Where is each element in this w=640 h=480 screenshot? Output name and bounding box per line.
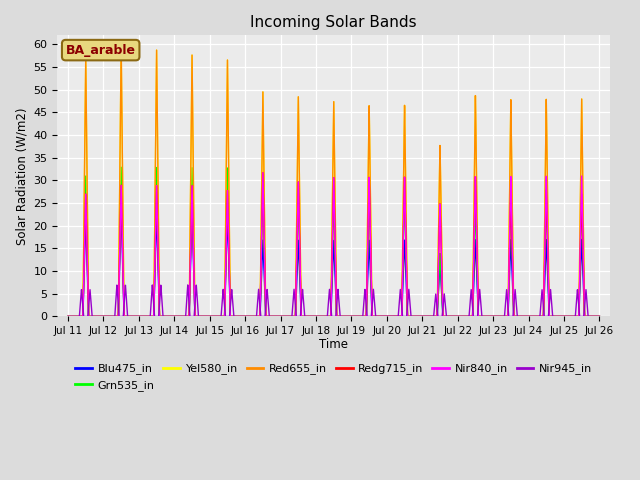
Redg715_in [596, 313, 604, 319]
Red655_in [64, 313, 72, 319]
Redg715_in [316, 313, 323, 319]
Redg715_in [566, 313, 574, 319]
Nir945_in [452, 313, 460, 319]
Redg715_in [468, 313, 476, 319]
Blu475_in [117, 205, 125, 211]
Nir840_in [452, 313, 460, 319]
Grn535_in [596, 313, 604, 319]
Line: Nir840_in: Nir840_in [68, 173, 600, 316]
Line: Grn535_in: Grn535_in [68, 167, 600, 316]
Blu475_in [64, 313, 72, 319]
Title: Incoming Solar Bands: Incoming Solar Bands [250, 15, 417, 30]
Red655_in [468, 313, 476, 319]
Text: BA_arable: BA_arable [66, 44, 136, 57]
X-axis label: Time: Time [319, 337, 348, 350]
Redg715_in [244, 313, 252, 319]
Nir840_in [468, 313, 476, 319]
Red655_in [316, 313, 323, 319]
Nir945_in [245, 313, 253, 319]
Line: Yel580_in: Yel580_in [68, 45, 600, 316]
Nir945_in [573, 290, 581, 296]
Grn535_in [468, 313, 476, 319]
Line: Blu475_in: Blu475_in [68, 208, 600, 316]
Grn535_in [566, 313, 574, 319]
Nir840_in [244, 313, 252, 319]
Nir945_in [64, 313, 72, 319]
Redg715_in [573, 313, 581, 319]
Red655_in [245, 313, 253, 319]
Blu475_in [452, 313, 460, 319]
Grn535_in [452, 313, 460, 319]
Nir945_in [566, 313, 574, 319]
Nir945_in [468, 290, 476, 296]
Redg715_in [259, 170, 267, 176]
Yel580_in [452, 313, 460, 319]
Nir840_in [316, 313, 323, 319]
Grn535_in [316, 313, 323, 319]
Nir840_in [566, 313, 574, 319]
Yel580_in [573, 313, 581, 319]
Yel580_in [468, 313, 476, 319]
Yel580_in [64, 313, 72, 319]
Nir840_in [573, 313, 581, 319]
Grn535_in [117, 164, 125, 170]
Nir945_in [184, 282, 191, 288]
Red655_in [452, 313, 460, 319]
Line: Redg715_in: Redg715_in [68, 173, 600, 316]
Yel580_in [117, 42, 125, 48]
Nir945_in [596, 313, 604, 319]
Red655_in [573, 313, 581, 319]
Red655_in [566, 313, 574, 319]
Yel580_in [316, 313, 323, 319]
Line: Nir945_in: Nir945_in [68, 285, 600, 316]
Blu475_in [245, 313, 253, 319]
Nir840_in [64, 313, 72, 319]
Red655_in [596, 313, 604, 319]
Redg715_in [452, 313, 460, 319]
Blu475_in [468, 313, 476, 319]
Yel580_in [566, 313, 574, 319]
Blu475_in [596, 313, 604, 319]
Nir945_in [316, 313, 323, 319]
Redg715_in [64, 313, 72, 319]
Nir840_in [596, 313, 604, 319]
Y-axis label: Solar Radiation (W/m2): Solar Radiation (W/m2) [15, 107, 28, 245]
Legend: Blu475_in, Grn535_in, Yel580_in, Red655_in, Redg715_in, Nir840_in, Nir945_in: Blu475_in, Grn535_in, Yel580_in, Red655_… [71, 359, 596, 395]
Blu475_in [573, 313, 581, 319]
Line: Red655_in: Red655_in [68, 45, 600, 316]
Blu475_in [566, 313, 574, 319]
Yel580_in [596, 313, 604, 319]
Yel580_in [245, 313, 253, 319]
Red655_in [117, 42, 125, 48]
Nir840_in [259, 170, 267, 176]
Grn535_in [573, 313, 581, 319]
Grn535_in [245, 313, 253, 319]
Blu475_in [316, 313, 323, 319]
Grn535_in [64, 313, 72, 319]
